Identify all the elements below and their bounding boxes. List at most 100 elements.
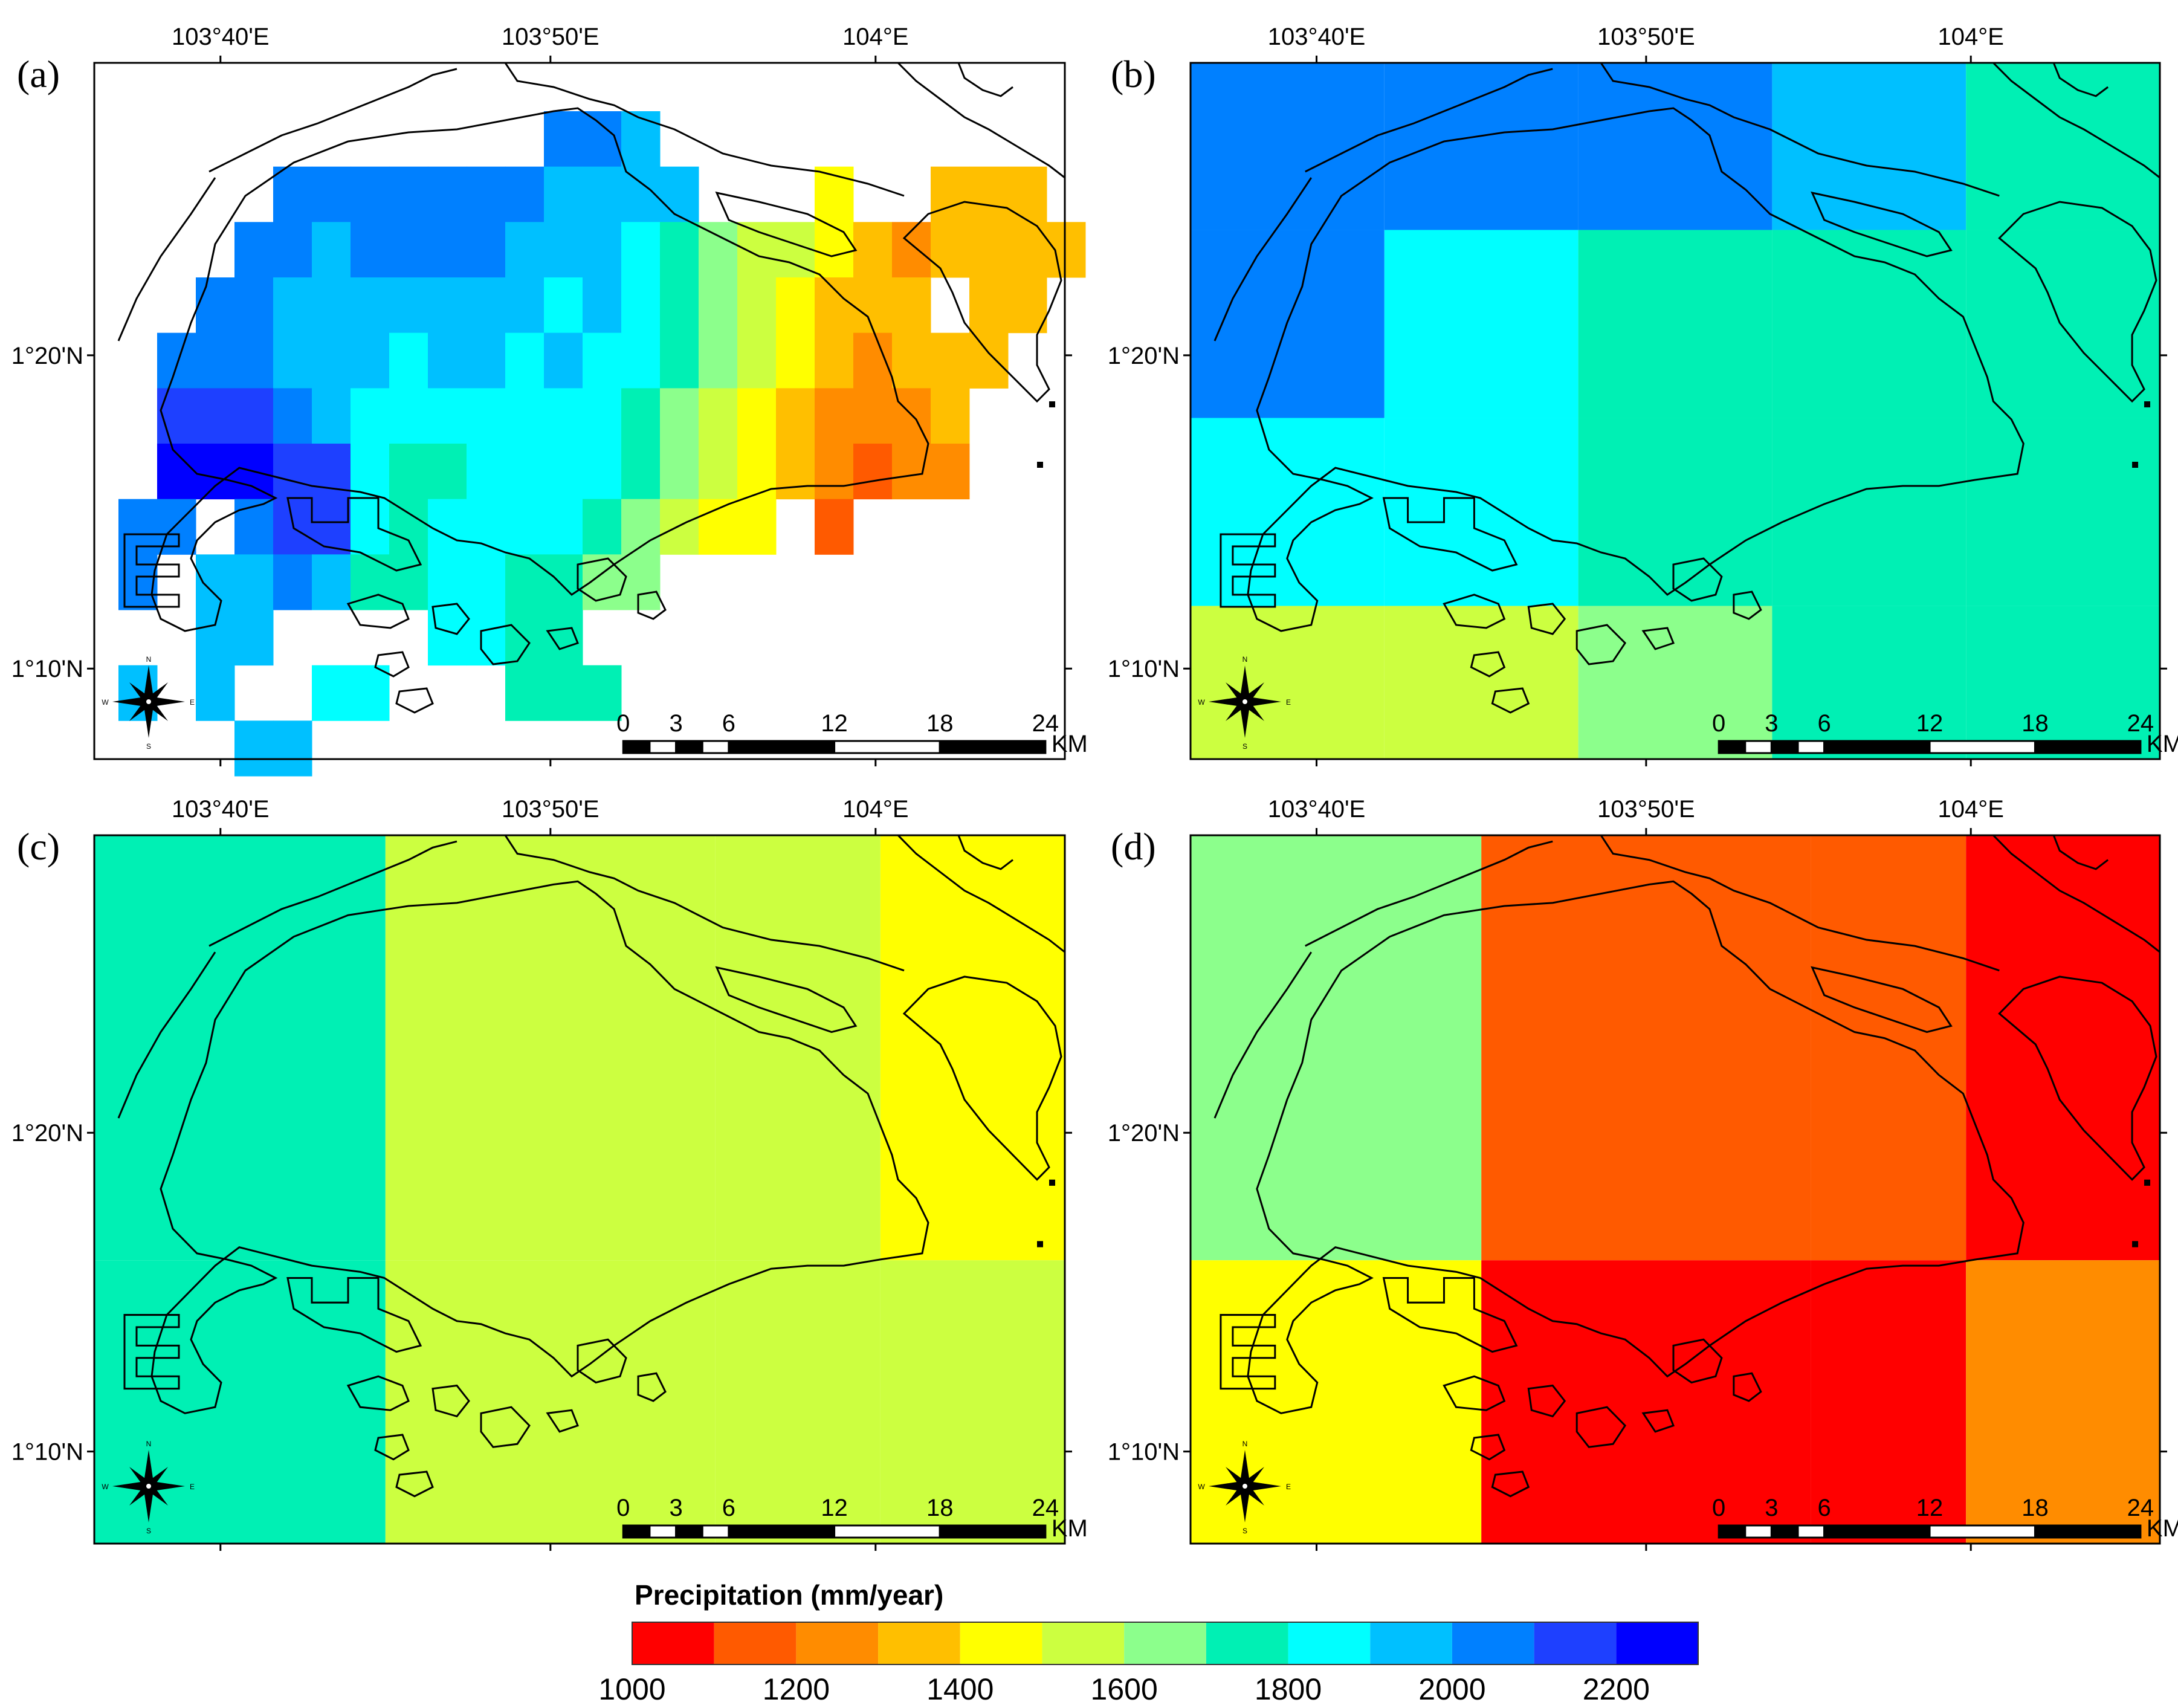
lon-label: 103°40'E [1268,24,1366,50]
precip-cell [389,277,428,334]
precip-cell [312,222,351,278]
scale-unit: KM [2147,1515,2178,1542]
compass-rose-icon: N S E W [1198,1440,1291,1535]
lon-label: 104°E [1938,24,2004,50]
precip-cell [715,835,881,1261]
lon-label: 103°50'E [1597,24,1695,50]
precip-cell [815,277,854,334]
precip-cell [880,835,1065,1261]
scale-segment [1770,740,1799,754]
scale-label: 24 [2127,710,2154,737]
precip-cell [505,277,544,334]
precip-cell [815,388,854,444]
precip-cell [389,332,428,389]
precip-cell [351,166,390,222]
precip-cell [467,166,506,222]
scale-segment [1797,1524,1826,1539]
precip-cell [94,1260,386,1544]
precip-cell [385,835,716,1261]
precip-cell [467,554,506,610]
precip-cell [505,222,544,278]
precip-cell [699,277,738,334]
precip-cell [234,332,274,389]
precip-cell [467,277,506,334]
scale-segment [701,1524,730,1539]
precip-cell [1966,835,2160,1261]
scale-segment [1928,740,2036,754]
scale-segment [622,1524,651,1539]
precip-cell [621,388,661,444]
precip-cell [273,332,312,389]
precip-cell [428,166,467,222]
precip-cell [234,610,274,666]
precip-cell [583,277,622,334]
precip-cell [880,1260,1065,1544]
precip-cell [544,277,583,334]
legend-title: Precipitation (mm/year) [635,1579,943,1611]
compass-letter: E [190,1483,195,1491]
scale-segment [1770,1524,1799,1539]
precip-cell [737,277,777,334]
precip-cell [1008,277,1047,334]
precip-cell [1384,418,1579,606]
precip-cell [621,222,661,278]
legend-swatch [1370,1622,1452,1664]
lon-label: 103°50'E [502,796,599,823]
scale-label: 6 [1817,1495,1831,1521]
scale-label: 3 [669,710,682,737]
compass-letter: N [146,1440,152,1448]
precip-cell [1966,230,2160,418]
precip-cell [544,388,583,444]
precip-cell [273,222,312,278]
precip-cell [931,222,970,278]
precip-cell [312,665,351,721]
compass-letter: N [1242,655,1248,664]
precip-cell [312,388,351,444]
lon-label: 104°E [842,24,908,50]
precip-cell [660,444,699,500]
precip-cell [312,277,351,334]
compass-letter: E [190,698,195,707]
precip-cell [544,444,583,500]
precip-cell [544,111,583,167]
precip-cell [776,332,815,389]
precip-cell [312,166,351,222]
lat-label: 1°10'N [11,1439,83,1466]
precip-cell [505,332,544,389]
precip-cell [234,277,274,334]
scale-segment [833,740,941,754]
compass-letter: E [1286,698,1291,707]
map-frame [93,62,1066,760]
precip-cell [621,444,661,500]
precip-cell [234,388,274,444]
precip-cell [660,166,699,222]
lon-label: 103°40'E [172,24,270,50]
precip-cell [389,166,428,222]
precip-cell [428,332,467,389]
legend-tick-label: 2000 [1418,1672,1485,1706]
scale-label: 18 [926,1495,954,1521]
scale-label: 24 [1032,1495,1059,1521]
lat-label: 1°20'N [1108,343,1180,369]
precip-cell [505,554,544,610]
scale-label: 6 [722,710,735,737]
compass-letter: N [146,655,152,664]
precip-cell [699,444,738,500]
precip-cell [273,277,312,334]
compass-letter: E [1286,1483,1291,1491]
scale-label: 0 [616,1495,630,1521]
precip-cell [853,332,893,389]
lat-label: 1°10'N [1108,656,1180,682]
scale-label: 12 [1916,710,1944,737]
scale-label: 24 [2127,1495,2154,1521]
compass-letter: S [1242,1527,1247,1535]
precip-cell [196,665,235,721]
map-frame [1189,62,2161,760]
scale-label: 18 [926,710,954,737]
precip-cell [1191,835,1482,1261]
precip-cell [1811,835,1966,1261]
legend-swatch [1206,1622,1288,1664]
precip-cell [583,444,622,500]
scale-segment [939,1524,1047,1539]
